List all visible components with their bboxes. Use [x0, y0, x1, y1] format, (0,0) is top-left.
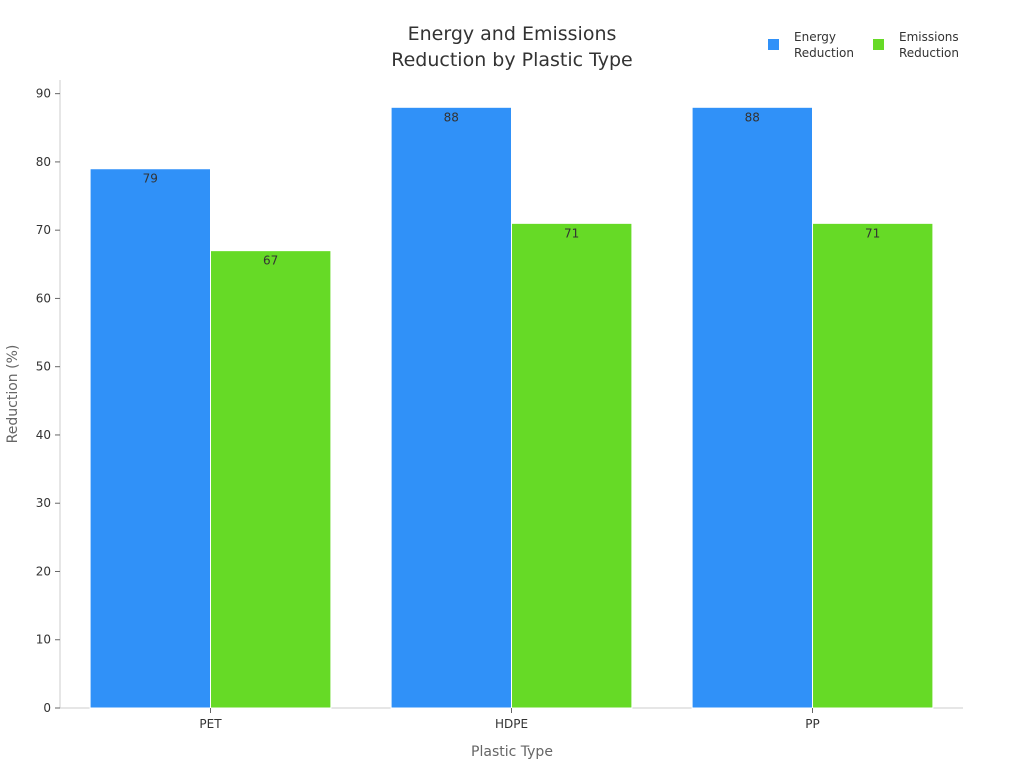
chart-title-line-1: Energy and Emissions	[408, 23, 617, 45]
bar-data-label: 67	[263, 254, 278, 268]
x-tick-label: PET	[199, 717, 222, 731]
legend-label-emissions-line-2: Reduction	[899, 46, 959, 60]
y-tick-label: 30	[36, 496, 51, 510]
bar-data-label: 79	[143, 172, 158, 186]
y-tick-label: 80	[36, 155, 51, 169]
chart-title-line-2: Reduction by Plastic Type	[391, 49, 633, 71]
y-axis-title: Reduction (%)	[5, 345, 21, 444]
bar-energy-pet	[89, 168, 211, 709]
bar-emissions-hdpe	[511, 222, 633, 709]
bar-data-label: 88	[444, 110, 459, 124]
y-tick-label: 0	[43, 701, 51, 715]
bar-data-label: 71	[865, 226, 880, 240]
bar-data-label: 88	[745, 110, 760, 124]
legend-label-energy-line-2: Reduction	[794, 46, 854, 60]
legend: Energy Reduction Emissions Reduction	[768, 30, 959, 60]
bar-emissions-pp	[812, 222, 934, 709]
legend-swatch-energy	[768, 39, 779, 50]
y-tick-label: 40	[36, 428, 51, 442]
bar-energy-pp	[691, 106, 813, 709]
x-tick-label: PP	[805, 717, 819, 731]
bar-data-label: 71	[564, 226, 579, 240]
bar-energy-hdpe	[390, 106, 513, 709]
y-tick-label: 90	[36, 87, 51, 101]
y-tick-label: 20	[36, 564, 51, 578]
legend-swatch-emissions	[873, 39, 884, 50]
y-tick-label: 50	[36, 360, 51, 374]
y-tick-label: 10	[36, 633, 51, 647]
y-tick-label: 60	[36, 291, 51, 305]
bar-emissions-pet	[210, 250, 332, 709]
legend-label-emissions-line-1: Emissions	[899, 30, 959, 44]
legend-label-energy-line-1: Energy	[794, 30, 836, 44]
x-axis-title: Plastic Type	[471, 744, 553, 760]
y-tick-label: 70	[36, 223, 51, 237]
x-tick-label: HDPE	[495, 717, 528, 731]
